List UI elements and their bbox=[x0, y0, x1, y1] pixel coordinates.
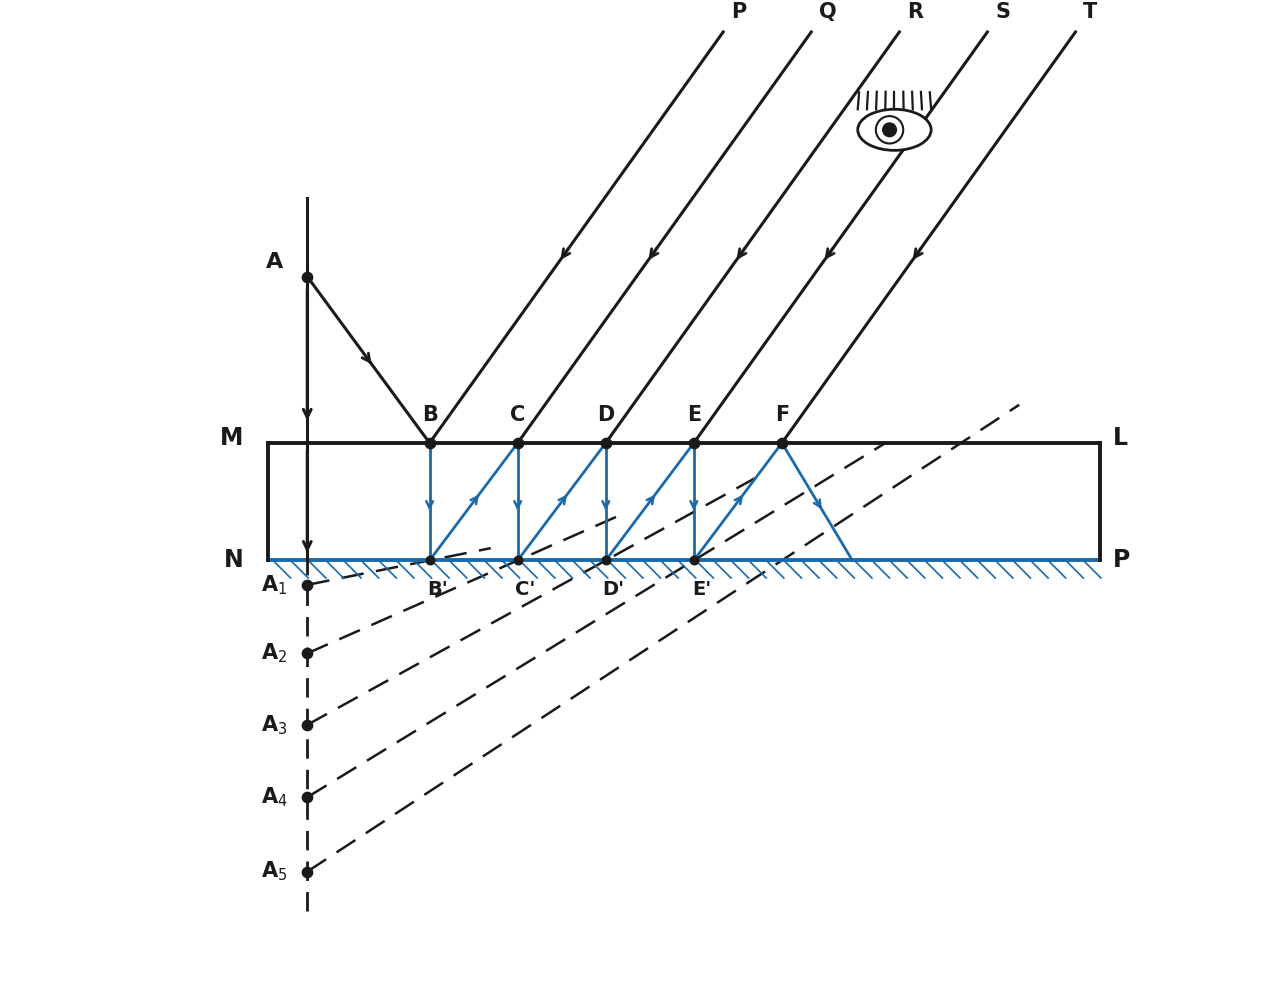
Text: B: B bbox=[421, 405, 438, 425]
Point bbox=[297, 716, 317, 732]
Point bbox=[297, 577, 317, 593]
Text: E': E' bbox=[692, 580, 712, 599]
Text: A$_2$: A$_2$ bbox=[261, 641, 288, 665]
Text: A: A bbox=[265, 252, 283, 272]
Point bbox=[420, 552, 440, 568]
Point bbox=[772, 435, 792, 451]
Text: M: M bbox=[220, 426, 243, 450]
Point bbox=[684, 435, 704, 451]
Point bbox=[595, 435, 616, 451]
Point bbox=[595, 552, 616, 568]
Text: P: P bbox=[1112, 548, 1130, 573]
Text: L: L bbox=[1112, 426, 1128, 450]
Ellipse shape bbox=[858, 109, 931, 151]
Point bbox=[297, 645, 317, 661]
Text: R: R bbox=[908, 2, 923, 22]
Point bbox=[297, 864, 317, 880]
Text: S: S bbox=[996, 2, 1010, 22]
Point bbox=[684, 552, 704, 568]
Text: Q: Q bbox=[819, 2, 837, 22]
Text: C: C bbox=[509, 405, 525, 425]
Text: F: F bbox=[774, 405, 788, 425]
Point bbox=[420, 435, 440, 451]
Text: A$_3$: A$_3$ bbox=[261, 713, 288, 736]
Point bbox=[297, 269, 317, 284]
Text: A$_1$: A$_1$ bbox=[261, 573, 288, 597]
Circle shape bbox=[876, 116, 904, 144]
Text: C': C' bbox=[516, 580, 536, 599]
Point bbox=[297, 789, 317, 805]
Text: A$_5$: A$_5$ bbox=[261, 860, 288, 883]
Text: N: N bbox=[224, 548, 243, 573]
Text: P: P bbox=[731, 2, 746, 22]
Text: D': D' bbox=[603, 580, 625, 599]
Text: D: D bbox=[598, 405, 614, 425]
Text: B': B' bbox=[428, 580, 448, 599]
Text: T: T bbox=[1083, 2, 1097, 22]
Circle shape bbox=[883, 123, 896, 137]
Point bbox=[507, 552, 527, 568]
Point bbox=[507, 435, 527, 451]
Text: A$_4$: A$_4$ bbox=[261, 786, 288, 809]
Text: E: E bbox=[686, 405, 701, 425]
